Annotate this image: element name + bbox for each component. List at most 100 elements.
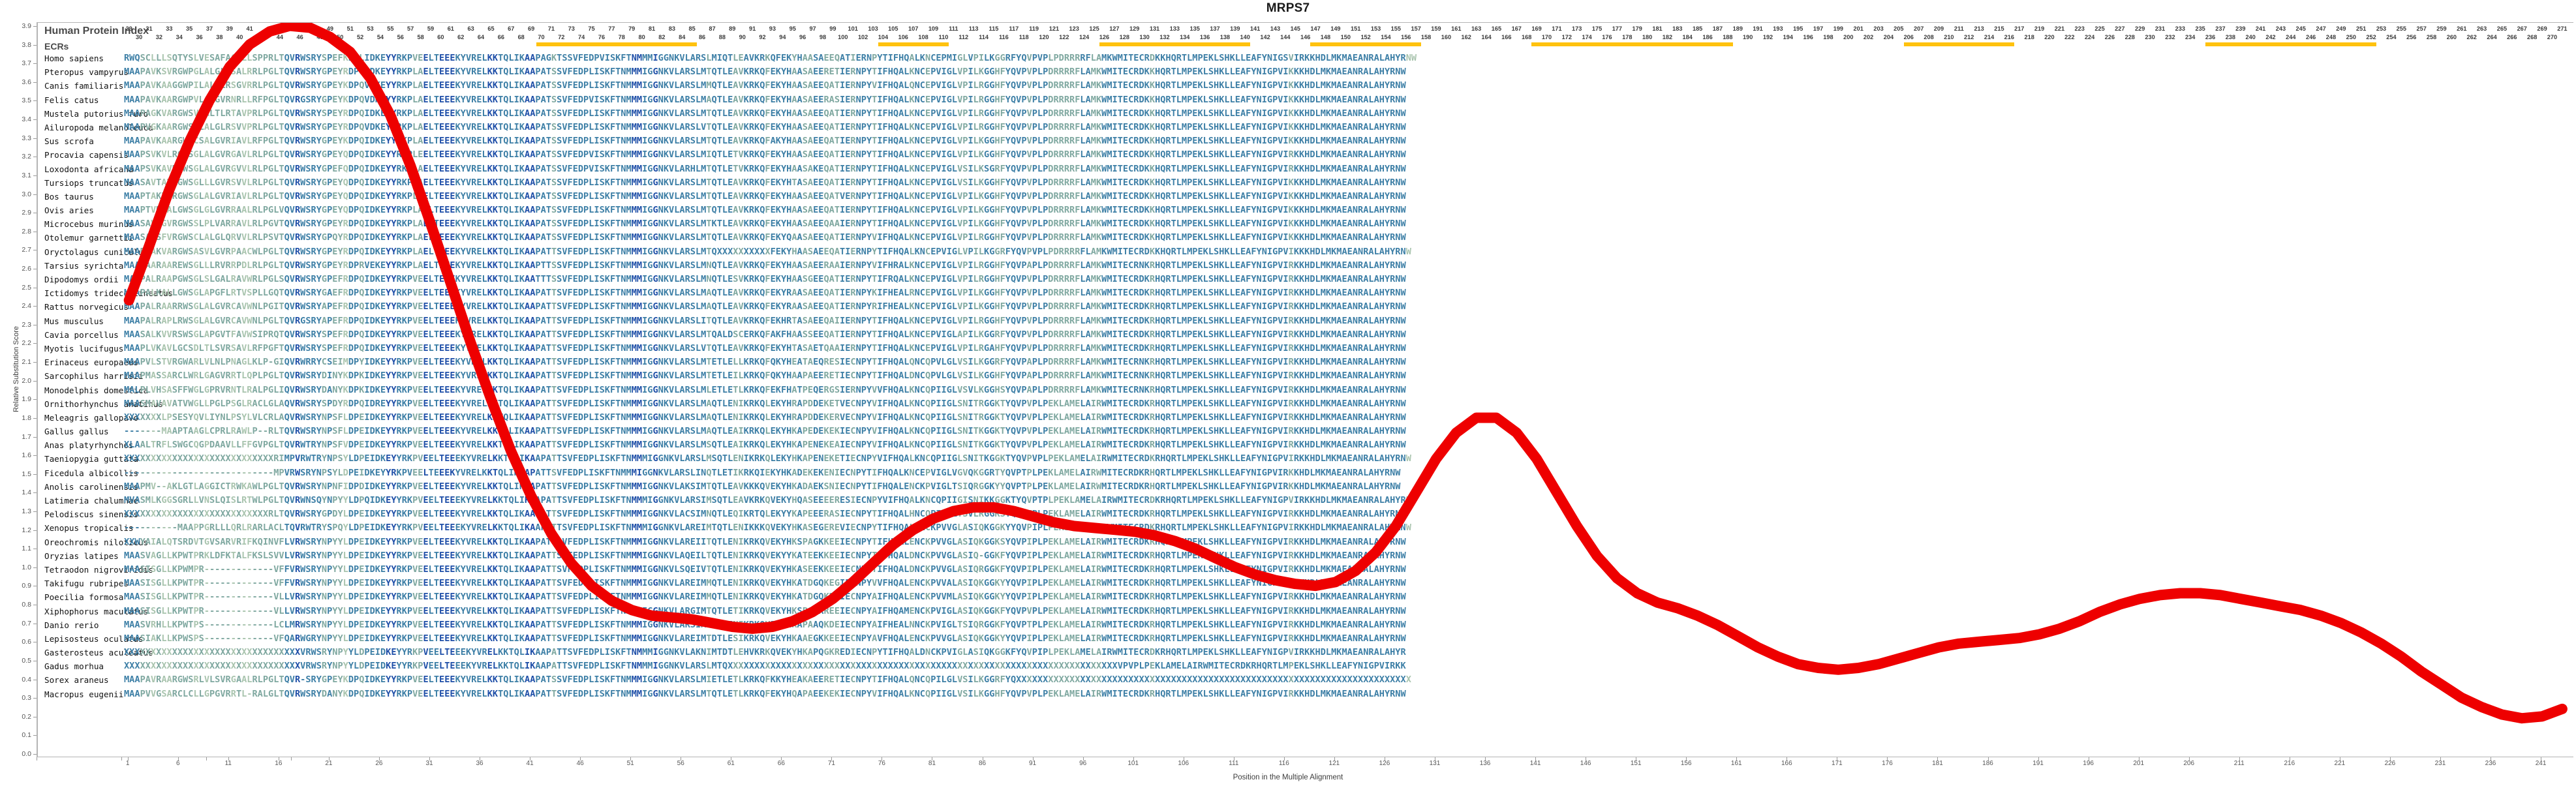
alignment-row[interactable]: XLAALTRFLSWGCQGPDAAVLLFFGVPGLTQVRWTRYNPS…: [124, 438, 1427, 452]
residue-run: SF: [332, 412, 343, 423]
species-label[interactable]: Cavia porcellus: [44, 329, 119, 340]
residue-run: V: [150, 177, 157, 188]
alignment-row[interactable]: MAAPVVGSARCLCLLGPGVRRTL-RALGLTQVRWSRYDAN…: [124, 687, 1427, 701]
alignment-row[interactable]: MAAPTVKVALGWSGLGLGVRRAALRLPGLVQVRWSRYGPE…: [124, 204, 1427, 217]
species-label[interactable]: Pteropus vampyrus: [44, 67, 129, 78]
alignment-row[interactable]: MALPLVHSASFFWGLGPRVRNTLRALPGLIQVRWSRYDAN…: [124, 384, 1427, 397]
alignment-row[interactable]: XXXXXXXXXXXXXXXXXXXXXXXXXXXRLTQVRWSRYGPD…: [124, 507, 1427, 521]
residue-run: E: [925, 108, 931, 119]
alignment-row[interactable]: MAASISGLLKPWMPR-------------VFFVRWSRYNPY…: [124, 563, 1427, 577]
alignment-row[interactable]: MAAPALRAARRWSGLALGVRCAVWNLPGITQVRWSRYAPE…: [124, 300, 1427, 314]
alignment-row[interactable]: RWQSCLLLSQTYSLVESAFACLLLSPPRLTQVRWSRYSPE…: [124, 52, 1427, 65]
species-label[interactable]: Dipodomys ordii: [44, 275, 119, 284]
sequence-alignment-grid[interactable]: RWQSCLLLSQTYSLVESAFACLLLSPPRLTQVRWSRYSPE…: [124, 52, 1427, 701]
species-label[interactable]: Takifugu rubripes: [44, 579, 129, 589]
species-label[interactable]: Bos taurus: [44, 191, 94, 202]
alignment-row[interactable]: MAAPVGKAARGWSVLALGLRSVVPRLPGLTQVRWSRYGPE…: [124, 121, 1427, 134]
alignment-row[interactable]: MAASISGLLKPWTPR-------------VFFVRWSRYNPY…: [124, 577, 1427, 590]
alignment-row[interactable]: MAASIAKLLKPWSPS-------------VFQARWGRYNPY…: [124, 632, 1427, 646]
alignment-row[interactable]: XXXXXXXXXXXXXXXXXXXXXXXXXXXXXXXXXVRWSRYN…: [124, 659, 1427, 673]
species-label[interactable]: Sorex araneus: [44, 675, 109, 686]
alignment-row[interactable]: MAAPALKALLGWSGLAPGFLRTVSPLLGQTQVRWSRYGAE…: [124, 286, 1427, 300]
alignment-row[interactable]: XXWYAIALQTSRDVTGVSARVRIFKQINVFLVRWSRYNPY…: [124, 535, 1427, 549]
species-label[interactable]: Ovis aries: [44, 205, 94, 216]
alignment-row[interactable]: MAASISGLLKPWTPR-------------VLLVRWSRYNPY…: [124, 605, 1427, 618]
alignment-row[interactable]: MAAPAVKAAGGWPILALSLRSGVRRLPGLTQVRWSRYGPE…: [124, 79, 1427, 93]
alignment-row[interactable]: MAASMAVAVATVWGLLPGLPSGLRACLGLAQVRWSRYSPD…: [124, 397, 1427, 411]
ecr-bar[interactable]: [2205, 42, 2376, 46]
species-label[interactable]: Loxodonta africana: [44, 164, 134, 174]
ruler-number: 184: [1682, 34, 1693, 40]
species-label[interactable]: Procavia capensis: [44, 150, 129, 160]
species-label[interactable]: Danio rerio: [44, 620, 99, 630]
ruler-number: 236: [2205, 34, 2216, 40]
alignment-row[interactable]: MAAPLVKAVLGCSDLTLSVRSAVLRFPGFTQVRWSRYSPE…: [124, 342, 1427, 355]
residue-run: DP: [348, 592, 360, 603]
species-label[interactable]: Canis familiaris: [44, 81, 124, 91]
ecr-bar[interactable]: [1099, 42, 1250, 46]
species-label[interactable]: Homo sapiens: [44, 53, 104, 63]
alignment-row[interactable]: ----------------------------MPVRWSRYNPSY…: [124, 466, 1427, 480]
alignment-row[interactable]: MAAPAVKAARGWPVLALGVRNRLLRFPGLTQVRGSRYGPE…: [124, 93, 1427, 107]
residue-run: I: [968, 163, 974, 174]
species-label[interactable]: Rattus norvegicus: [44, 302, 129, 312]
alignment-row[interactable]: MAAPTAKVSRGWSGLALGVRIAVLRLPGLTQVRWSRYGPE…: [124, 190, 1427, 204]
ecr-bar[interactable]: [1310, 42, 1421, 46]
ecr-bar[interactable]: [1903, 42, 2015, 46]
species-label[interactable]: Mus musculus: [44, 316, 104, 326]
residue-run: QV: [284, 481, 295, 492]
residue-run: -: [236, 619, 242, 630]
alignment-row[interactable]: MAAPMV--AKLGTLAGGICTRWKAWLPGLTQVRWSRYNPN…: [124, 480, 1427, 494]
residue-run: SVFEDPLISKFTNM: [557, 80, 632, 91]
species-label[interactable]: Anas platyrhynchos: [44, 440, 134, 451]
species-label[interactable]: Tarsius syrichta: [44, 260, 124, 271]
alignment-row[interactable]: MAARAAKVARGWSASVLGVRPAACWLPGLTQVRWSRYGPE…: [124, 245, 1427, 259]
alignment-row[interactable]: MAASVAGLLKPWTPRKLDFKTALFKSLSVVLVRWSRYNPY…: [124, 549, 1427, 563]
alignment-row[interactable]: MAASAVTAVRGWSGLLLGVRSVVLRLPGLTQVRWSRYGPE…: [124, 176, 1427, 190]
alignment-row[interactable]: XXXXXXXXXXXXXXXXXXXXXXXXXXXXXXXXXVRWSRYN…: [124, 646, 1427, 659]
species-label[interactable]: Anolis carolinensis: [44, 481, 139, 492]
species-label[interactable]: Felis catus: [44, 95, 99, 105]
alignment-row[interactable]: MAAPMASSARCLWRLGAGVRRTLQPLPGLTQVRWSRYDIN…: [124, 369, 1427, 383]
alignment-row[interactable]: XXXXXXXLPSESYQVLIYNLPSYLVLCRLAQVRWSRYNPS…: [124, 411, 1427, 425]
alignment-row[interactable]: MAAPAVRAARGWSRLVLSVRGAALRLPGLTQVR-SRYGPE…: [124, 673, 1427, 687]
alignment-row[interactable]: MAAPALRAAPGWSGLSLGALRAVWRLPGLSQVRWSRYGPE…: [124, 273, 1427, 286]
alignment-row[interactable]: -------MAAPTAAGLCPRLRAWLP--RLTQVRWSRYNPS…: [124, 425, 1427, 438]
species-label[interactable]: Tursiops truncatus: [44, 177, 134, 188]
residue-run: ---: [124, 426, 140, 437]
alignment-row[interactable]: MAAPAGKVARGWSVLALTLRTAVPRLPGLTQVRWSRYSPE…: [124, 107, 1427, 121]
alignment-row[interactable]: MAAPAARAAREWSGLLLRVRRPDLRLPGLTQVRWSRYGPE…: [124, 259, 1427, 273]
alignment-row[interactable]: MAAPAVKAARGWSCSALGVRIAVLRFPGLTQVRWSRYGPE…: [124, 134, 1427, 148]
alignment-row[interactable]: MAAPALRAPLRWSGLALGVRCAVWNLPGLTQVRGSRYAPE…: [124, 314, 1427, 328]
alignment-row[interactable]: MAAPVLSTVRGWARLVLNLPNAGLKLP-GIQVRWRRYCSE…: [124, 355, 1427, 369]
residue-run: AA: [525, 232, 536, 243]
alignment-row[interactable]: ----------MAAPPGRLLLQRLRARLACLTQVRWTRYSP…: [124, 521, 1427, 535]
alignment-row[interactable]: MAASALKVVRSWSGLAPGVTFAVWSIPRQTQVRWSRYSPE…: [124, 328, 1427, 342]
species-label[interactable]: Otolemur garnettii: [44, 233, 134, 243]
ruler-number: 230: [2145, 34, 2155, 40]
alignment-row[interactable]: MAASAVKGVRGWSSLPLVARRAVLRLPGVTQVRWSRYGPE…: [124, 217, 1427, 231]
ecr-bar[interactable]: [878, 42, 949, 46]
residue-run: LL: [161, 564, 172, 575]
species-label[interactable]: Poecilia formosa: [44, 592, 124, 603]
alignment-row[interactable]: XXXXXXXXXXXXXXXXXXXXXXXXXXXXRIMPVRWTRYNP…: [124, 452, 1427, 466]
alignment-row[interactable]: MAASISGLLKPWTPR-------------VLLVRWSRYNPY…: [124, 590, 1427, 604]
ecr-bar[interactable]: [536, 42, 698, 46]
residue-run: MK: [1090, 370, 1102, 382]
alignment-row[interactable]: MAAPAVKSVRGWPGLALGLQSALRRLPGLTQVRWSRYGPE…: [124, 65, 1427, 79]
species-label[interactable]: Macropus eugenii: [44, 689, 124, 699]
alignment-row[interactable]: MAAPSVKAVRGWSGLALGVRGVVLRLPGLTQVRWSRYGPE…: [124, 162, 1427, 176]
species-label[interactable]: Sus scrofa: [44, 136, 94, 147]
species-label[interactable]: Gallus gallus: [44, 427, 109, 437]
alignment-row[interactable]: MVASMLKGGSGRLLVNSLQISLRTWLPGLTQVRWNSQYNP…: [124, 494, 1427, 507]
species-label[interactable]: Gadus morhua: [44, 661, 104, 672]
alignment-row[interactable]: MAAPSVKVLRGWSGLALGVRGAVLRLPGLTQVRWSRYGPE…: [124, 148, 1427, 162]
species-label[interactable]: Oryzias latipes: [44, 550, 119, 561]
species-label[interactable]: Xenopus tropicalis: [44, 523, 134, 534]
ecr-bar[interactable]: [1531, 42, 1733, 46]
alignment-row[interactable]: MAASVRHLLKPWTPS-------------LCLMRWSRYNPY…: [124, 618, 1427, 632]
residue-run: LA: [1080, 509, 1091, 520]
alignment-row[interactable]: MAASAVSFVRGWSCLALGLQRVVLRLPSVTQVRWSRYGPQ…: [124, 231, 1427, 245]
species-label[interactable]: Myotis lucifugus: [44, 343, 124, 354]
residue-run: R: [294, 67, 301, 78]
